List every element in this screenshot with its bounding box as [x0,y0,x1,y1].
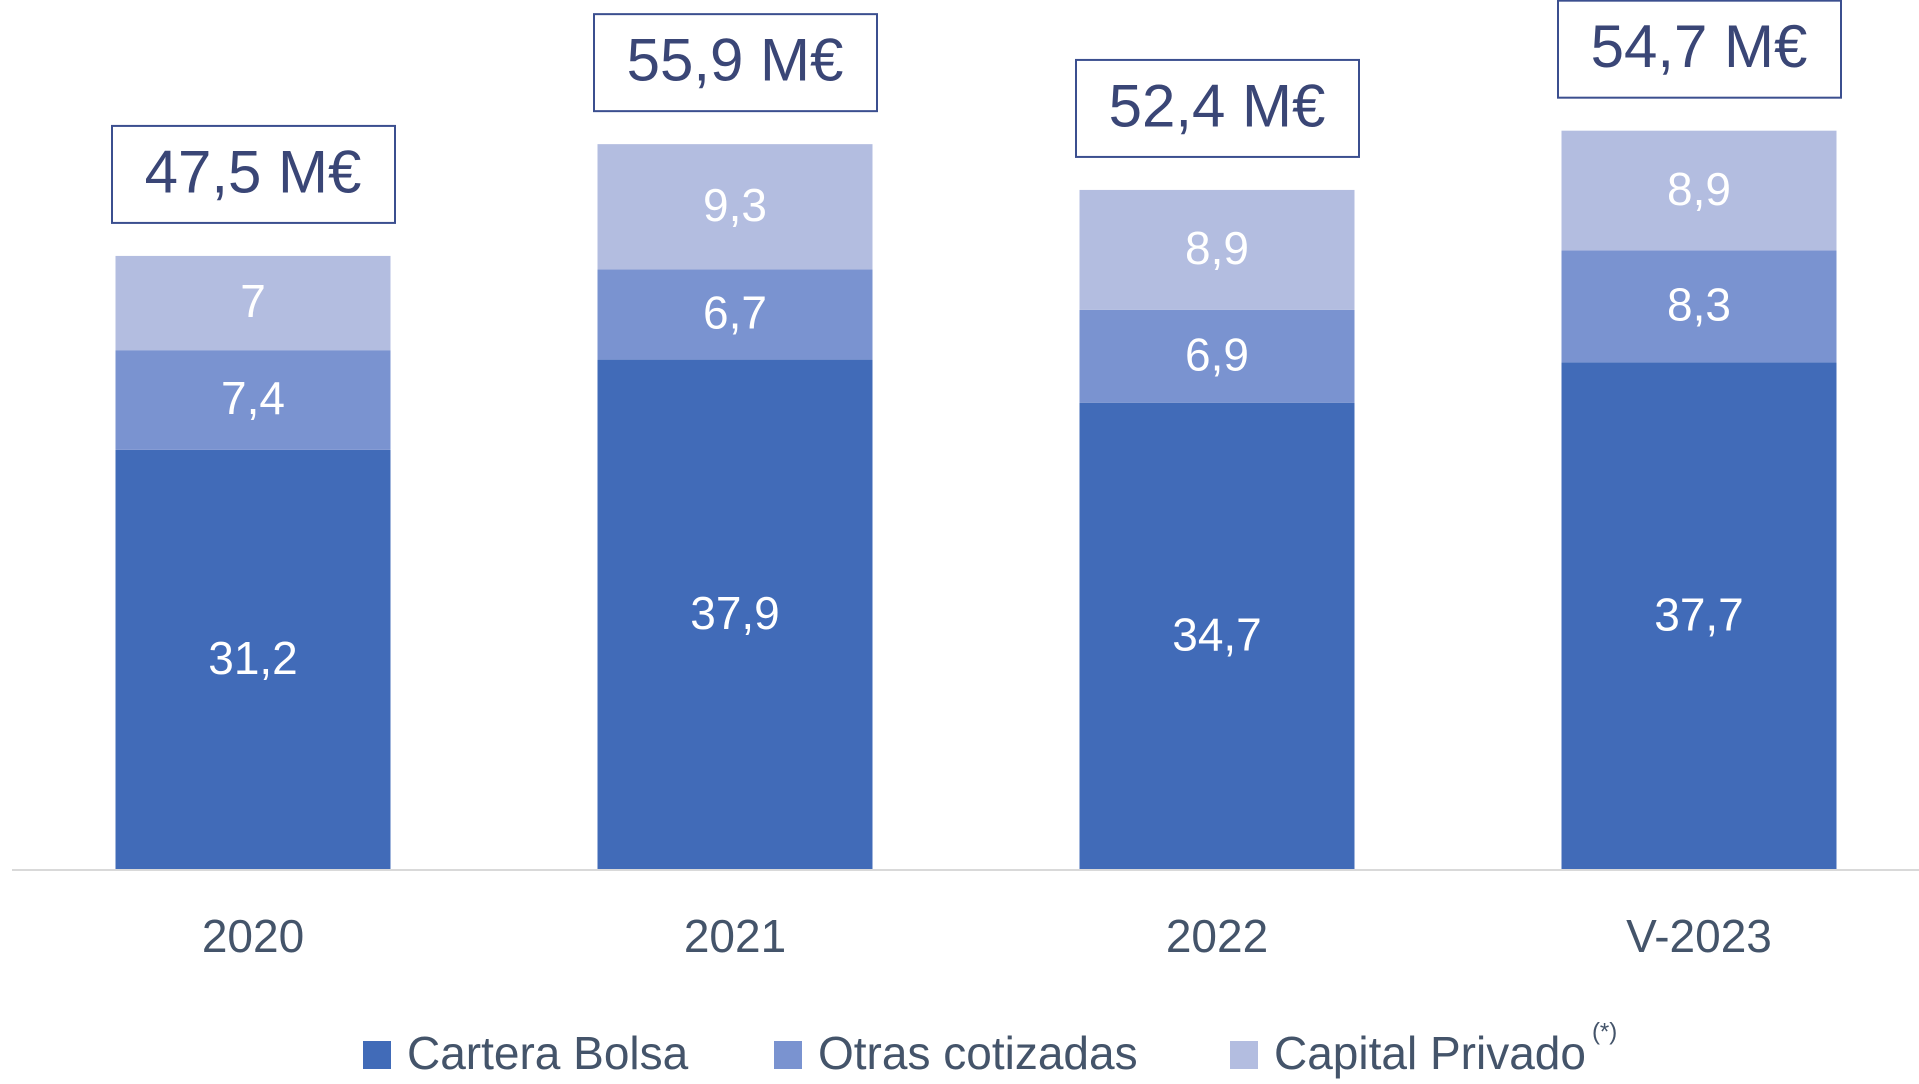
value-label: 8,3 [1667,279,1731,331]
total-label: 54,7 M€ [1591,13,1808,80]
value-label: 8,9 [1667,163,1731,215]
x-tick-label: 2022 [1166,910,1268,962]
value-label: 37,7 [1654,588,1744,640]
bar-segment [1561,250,1837,363]
value-label: 37,9 [690,587,780,639]
bar-segment [597,144,873,270]
total-box [1557,0,1842,99]
total-box [593,13,878,113]
total-box [1075,58,1360,158]
legend-label: Cartera Bolsa [407,1027,689,1079]
value-label: 7,4 [221,372,285,424]
bar-segment [1079,309,1355,403]
value-label: 7 [240,275,266,327]
value-label: 31,2 [208,632,298,684]
bar-segment [115,449,391,870]
bar-segment [115,350,391,450]
legend-label: Capital Privado [1274,1027,1586,1079]
value-label: 6,9 [1185,328,1249,380]
legend-swatch [1230,1041,1258,1069]
bar-segment [1561,130,1837,251]
x-tick-label: 2020 [202,910,304,962]
value-label: 34,7 [1172,609,1262,661]
bar-segment [1561,362,1837,870]
x-tick-label: 2021 [684,910,786,962]
legend-note: (*) [1592,1018,1617,1045]
total-box [111,124,396,224]
legend-label: Otras cotizadas [818,1027,1138,1079]
bar-segment [597,269,873,360]
bar-segment [597,359,873,870]
legend-swatch [363,1041,391,1069]
total-label: 47,5 M€ [145,138,362,205]
value-label: 9,3 [703,179,767,231]
total-label: 55,9 M€ [627,26,844,93]
x-tick-label: V-2023 [1626,910,1772,962]
value-label: 6,7 [703,287,767,339]
total-label: 52,4 M€ [1109,72,1326,139]
legend-swatch [774,1041,802,1069]
value-label: 8,9 [1185,222,1249,274]
bar-segment [115,255,391,351]
bar-segment [1079,189,1355,310]
bar-segment [1079,402,1355,870]
